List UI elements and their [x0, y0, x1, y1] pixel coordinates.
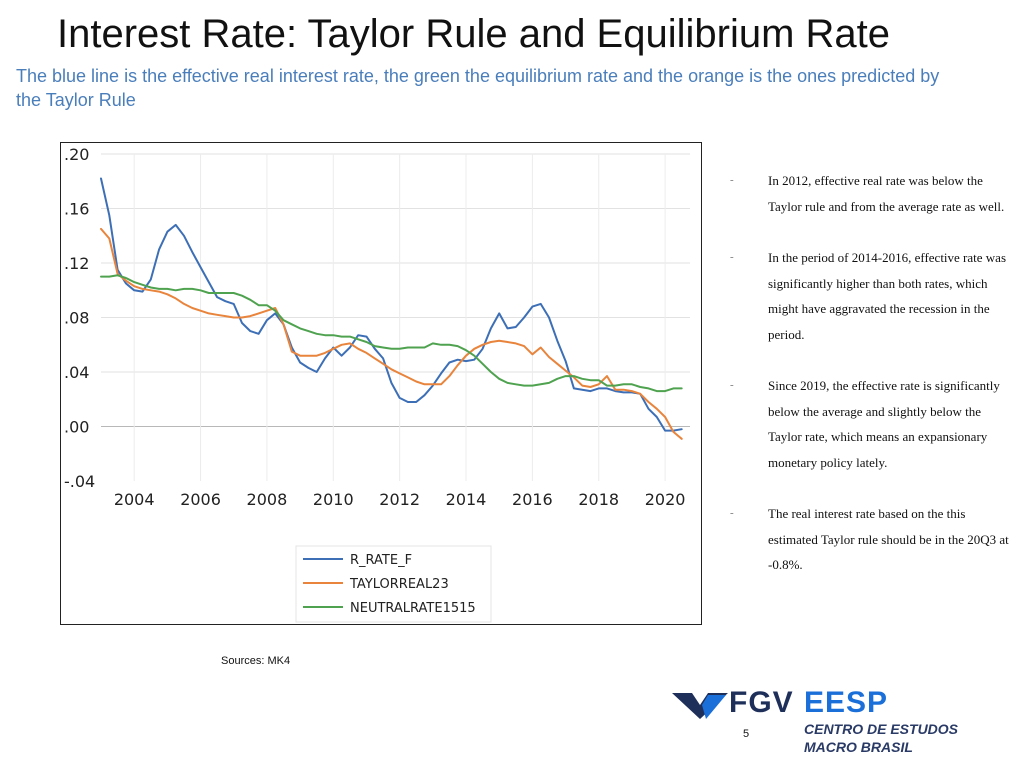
bullet-text: In the period of 2014-2016, effective ra…	[768, 250, 1007, 342]
x-tick-label: 2006	[180, 490, 221, 509]
x-axis-tick-labels: 2004 2006 2008 2010 2012 2014 2016 2018 2020	[114, 490, 686, 509]
y-tick-label: .20	[64, 145, 89, 164]
bullet-marker: -	[730, 251, 734, 263]
slide-title: Interest Rate: Taylor Rule and Equilibri…	[57, 12, 891, 56]
bullet-text: The real interest rate based on the this…	[768, 506, 1009, 572]
y-tick-label: .00	[64, 418, 89, 437]
bullet-text: Since 2019, the effective rate is signif…	[768, 378, 1000, 470]
bullet-marker: -	[730, 174, 734, 186]
x-tick-label: 2012	[379, 490, 420, 509]
x-tick-label: 2004	[114, 490, 155, 509]
bullet-text: In 2012, effective real rate was below t…	[768, 173, 1005, 214]
y-tick-label: .12	[64, 254, 89, 273]
y-tick-label: .04	[64, 363, 89, 382]
x-tick-label: 2014	[446, 490, 487, 509]
fgv-eesp-logo: FGV EESP CENTRO DE ESTUDOS MACRO BRASIL	[672, 686, 982, 760]
logo-school: EESP	[804, 686, 889, 719]
x-tick-label: 2018	[578, 490, 619, 509]
logo-tagline-1: CENTRO DE ESTUDOS	[804, 721, 959, 737]
legend-label: R_RATE_F	[350, 553, 412, 568]
legend-label: TAYLORREAL23	[349, 577, 449, 592]
bullet-item: - The real interest rate based on the th…	[726, 501, 1016, 578]
bullet-item: - In the period of 2014-2016, effective …	[726, 245, 1016, 347]
bullet-list: - In 2012, effective real rate was below…	[726, 168, 1016, 604]
bullet-marker: -	[730, 507, 734, 519]
bullet-marker: -	[730, 379, 734, 391]
bullet-item: - In 2012, effective real rate was below…	[726, 168, 1016, 219]
y-tick-label: .16	[64, 200, 89, 219]
y-axis-tick-labels: .20 .16 .12 .08 .04 .00 -.04	[64, 145, 95, 491]
chart-series	[100, 177, 683, 440]
slide-subtitle: The blue line is the effective real inte…	[16, 66, 940, 110]
logo-tagline-2: MACRO BRASIL	[804, 739, 913, 755]
legend-label: NEUTRALRATE1515	[350, 601, 476, 616]
series-line-r_rate_f	[100, 177, 683, 432]
sources-note: Sources: MK4	[221, 655, 291, 667]
logo-brand: FGV	[729, 686, 794, 719]
x-tick-label: 2008	[247, 490, 288, 509]
x-tick-label: 2016	[512, 490, 553, 509]
y-tick-label: -.04	[64, 472, 95, 491]
line-chart: .20.16.12.08.04.00-.04 2004 2006 2008 2010 2…	[64, 145, 690, 623]
chart-grid	[101, 153, 690, 481]
series-line-neutralrate1515	[100, 274, 683, 393]
x-tick-label: 2020	[645, 490, 686, 509]
page-number: 5	[743, 728, 750, 740]
bullet-item: - Since 2019, the effective rate is sign…	[726, 373, 1016, 475]
chart-legend: R_RATE_F TAYLORREAL23 NEUTRALRATE1515	[295, 545, 492, 623]
fgv-chevron-icon	[672, 693, 728, 719]
chart-panel: .20.16.12.08.04.00 -.04 2004 2006 2008 2010 2…	[60, 142, 702, 625]
series-line-taylorreal23	[100, 227, 683, 440]
y-tick-label: .08	[64, 309, 89, 328]
x-tick-label: 2010	[313, 490, 354, 509]
